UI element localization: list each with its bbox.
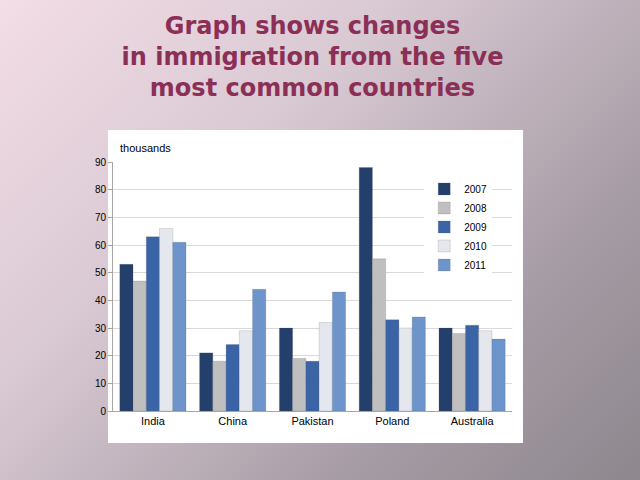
svg-text:30: 30 <box>95 323 107 334</box>
svg-text:2008: 2008 <box>464 203 487 214</box>
svg-text:2007: 2007 <box>464 184 487 195</box>
svg-text:0: 0 <box>100 406 106 417</box>
svg-text:2009: 2009 <box>464 222 487 233</box>
svg-text:2011: 2011 <box>464 260 486 271</box>
svg-text:50: 50 <box>95 267 107 278</box>
svg-text:10: 10 <box>95 378 107 389</box>
svg-text:Poland: Poland <box>375 415 409 427</box>
svg-text:Pakistan: Pakistan <box>291 415 333 427</box>
svg-text:60: 60 <box>95 240 107 251</box>
svg-text:2010: 2010 <box>464 241 487 252</box>
svg-text:40: 40 <box>95 295 107 306</box>
svg-text:India: India <box>141 415 166 427</box>
svg-text:90: 90 <box>95 157 107 168</box>
svg-text:Australia: Australia <box>451 415 495 427</box>
svg-text:Graph shows changesin immigrat: Graph shows changesin immigration from t… <box>121 12 503 102</box>
svg-text:80: 80 <box>95 184 107 195</box>
svg-text:thousands: thousands <box>120 142 171 154</box>
svg-text:70: 70 <box>95 212 107 223</box>
svg-text:20: 20 <box>95 350 107 361</box>
svg-text:China: China <box>218 415 248 427</box>
